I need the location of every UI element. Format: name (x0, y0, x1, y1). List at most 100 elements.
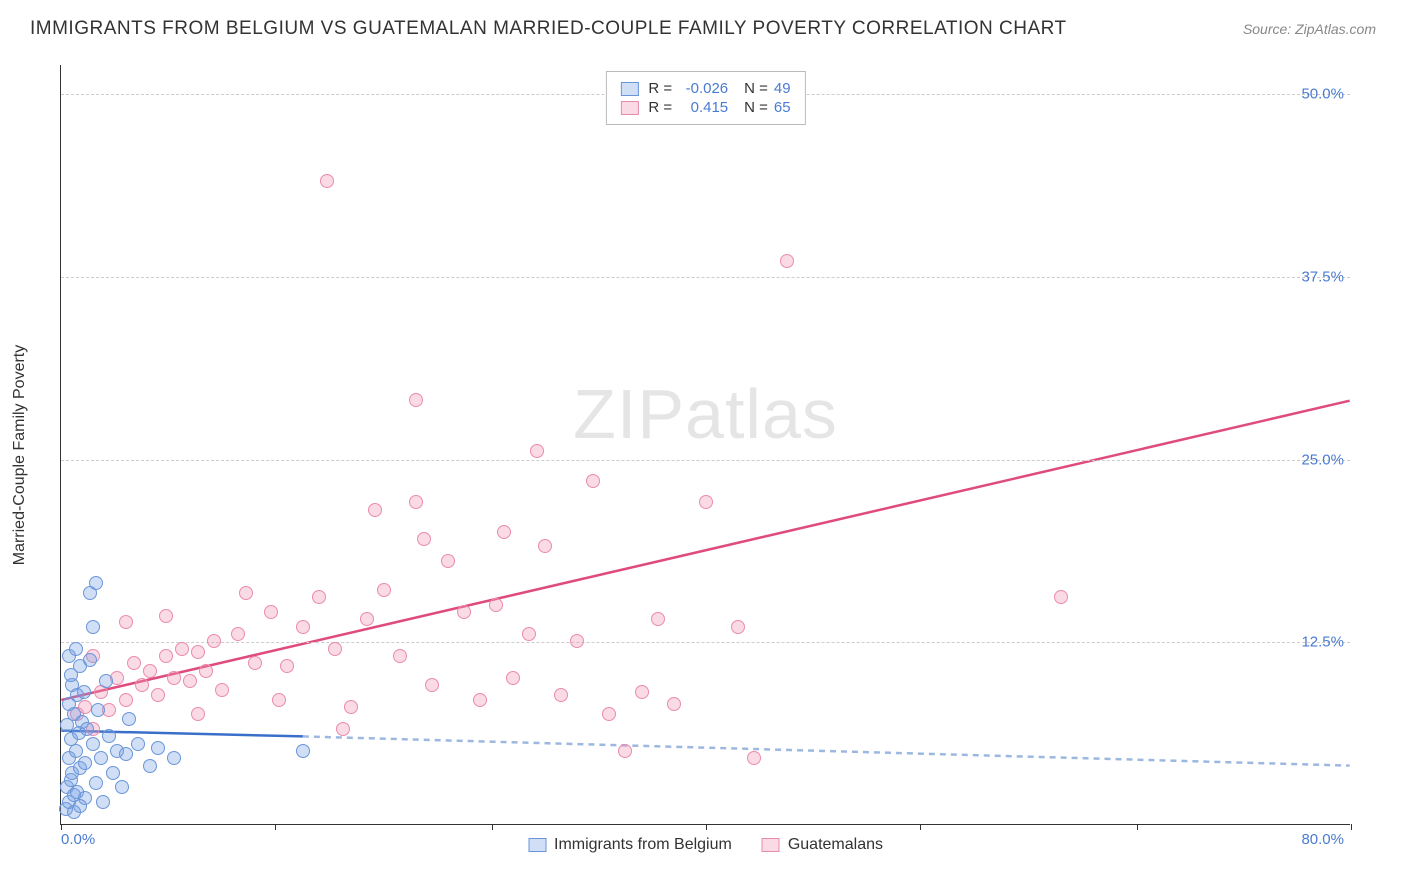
chart-container: Married-Couple Family Poverty R = -0.026… (30, 55, 1380, 855)
data-point (119, 693, 133, 707)
data-point (91, 703, 105, 717)
source-label: Source: ZipAtlas.com (1243, 21, 1376, 37)
data-point (586, 474, 600, 488)
data-point (94, 751, 108, 765)
n-label: N = (744, 80, 768, 97)
series-swatch-icon (620, 101, 638, 115)
data-point (89, 776, 103, 790)
gridline (61, 642, 1350, 643)
r-label: R = (648, 80, 672, 97)
data-point (264, 605, 278, 619)
data-point (96, 795, 110, 809)
data-point (77, 685, 91, 699)
y-tick-label: 12.5% (1301, 634, 1344, 651)
data-point (530, 444, 544, 458)
data-point (127, 656, 141, 670)
data-point (151, 688, 165, 702)
x-tick-mark (275, 824, 276, 830)
data-point (78, 756, 92, 770)
data-point (73, 799, 87, 813)
data-point (122, 712, 136, 726)
data-point (167, 751, 181, 765)
data-point (1054, 590, 1068, 604)
data-point (417, 532, 431, 546)
legend-item: Guatemalans (762, 836, 883, 854)
data-point (506, 671, 520, 685)
data-point (159, 609, 173, 623)
r-label: R = (648, 99, 672, 116)
data-point (115, 780, 129, 794)
data-point (131, 737, 145, 751)
data-point (618, 744, 632, 758)
data-point (89, 576, 103, 590)
data-point (522, 627, 536, 641)
gridline (61, 277, 1350, 278)
data-point (409, 393, 423, 407)
x-axis-origin-label: 0.0% (61, 831, 95, 848)
data-point (538, 539, 552, 553)
series-legend: Immigrants from Belgium Guatemalans (528, 836, 883, 854)
data-point (780, 254, 794, 268)
data-point (143, 664, 157, 678)
data-point (393, 649, 407, 663)
data-point (159, 649, 173, 663)
series-swatch-icon (762, 838, 780, 852)
y-tick-label: 37.5% (1301, 268, 1344, 285)
legend-item: Immigrants from Belgium (528, 836, 732, 854)
legend-row: R = -0.026 N = 49 (620, 80, 790, 97)
data-point (175, 642, 189, 656)
data-point (296, 620, 310, 634)
data-point (151, 741, 165, 755)
data-point (344, 700, 358, 714)
data-point (231, 627, 245, 641)
data-point (207, 634, 221, 648)
data-point (368, 503, 382, 517)
n-label: N = (744, 99, 768, 116)
data-point (699, 495, 713, 509)
data-point (602, 707, 616, 721)
x-tick-mark (61, 824, 62, 830)
data-point (191, 645, 205, 659)
n-value: 65 (774, 99, 791, 116)
series-name: Guatemalans (788, 836, 883, 854)
legend-row: R = 0.415 N = 65 (620, 99, 790, 116)
data-point (86, 737, 100, 751)
x-axis-max-label: 80.0% (1301, 831, 1344, 848)
data-point (280, 659, 294, 673)
x-tick-mark (920, 824, 921, 830)
data-point (441, 554, 455, 568)
data-point (328, 642, 342, 656)
gridline (61, 460, 1350, 461)
data-point (167, 671, 181, 685)
data-point (102, 729, 116, 743)
data-point (272, 693, 286, 707)
data-point (99, 674, 113, 688)
r-value: -0.026 (678, 80, 728, 97)
x-tick-mark (1137, 824, 1138, 830)
n-value: 49 (774, 80, 791, 97)
data-point (106, 766, 120, 780)
y-tick-label: 25.0% (1301, 451, 1344, 468)
data-point (312, 590, 326, 604)
data-point (320, 174, 334, 188)
data-point (473, 693, 487, 707)
data-point (377, 583, 391, 597)
x-tick-mark (706, 824, 707, 830)
data-point (199, 664, 213, 678)
plot-area: R = -0.026 N = 49 R = 0.415 N = 65 ZIPat… (60, 65, 1350, 825)
data-point (80, 722, 94, 736)
x-tick-mark (1351, 824, 1352, 830)
data-point (215, 683, 229, 697)
y-tick-label: 50.0% (1301, 86, 1344, 103)
data-point (191, 707, 205, 721)
data-point (248, 656, 262, 670)
data-point (83, 653, 97, 667)
data-point (119, 747, 133, 761)
data-point (497, 525, 511, 539)
series-name: Immigrants from Belgium (554, 836, 732, 854)
data-point (489, 598, 503, 612)
data-point (554, 688, 568, 702)
watermark: ZIPatlas (573, 374, 838, 454)
data-point (69, 642, 83, 656)
data-point (425, 678, 439, 692)
